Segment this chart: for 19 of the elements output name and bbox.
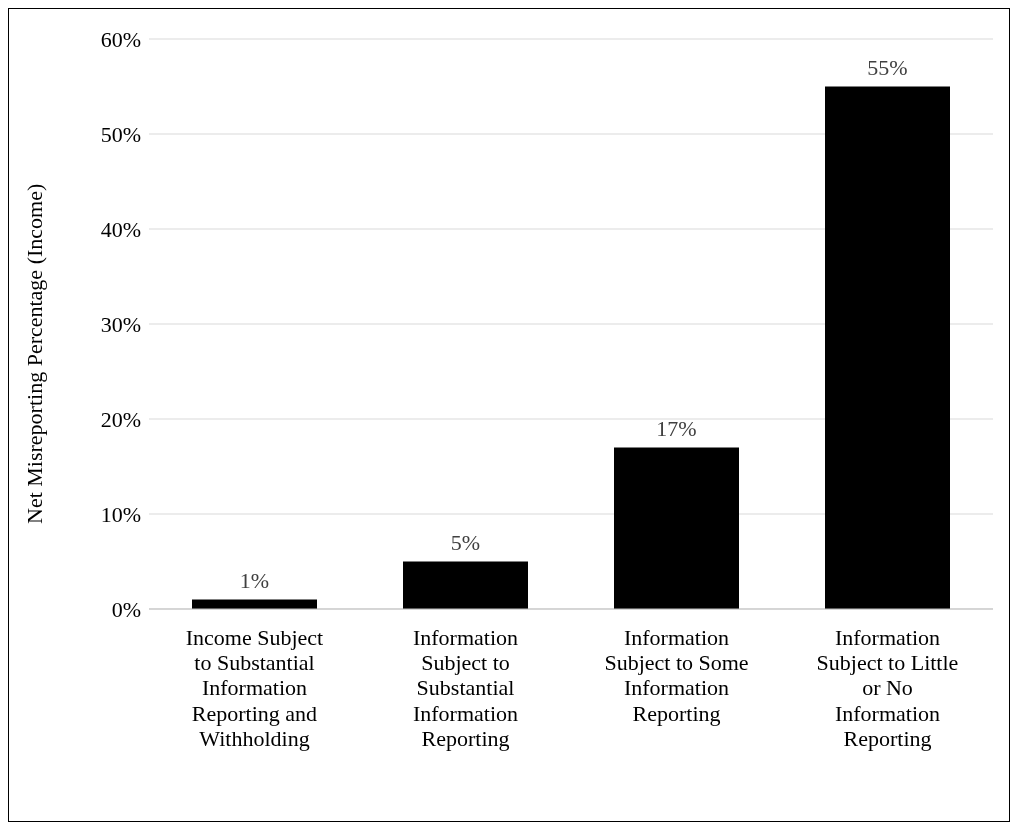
x-tick-label: Information Subject to Little or No Information Reporting [816,624,959,751]
y-tick-label: 20% [100,406,141,432]
bar [403,561,528,609]
x-tick-label: Information Subject to Some Information Reporting [604,624,749,726]
y-tick-label: 50% [100,121,141,147]
y-tick-label: 0% [111,596,141,622]
x-tick-label: Information Subject to Substantial Information Reporting [412,624,519,751]
bar [614,447,739,609]
y-tick-label: 10% [100,501,141,527]
y-tick-label: 40% [100,216,141,242]
data-label: 55% [867,54,908,80]
bar [825,86,950,609]
y-tick-label: 60% [100,26,141,52]
data-label: 5% [450,529,481,555]
y-tick-label: 30% [100,311,141,337]
data-label: 1% [239,567,270,593]
data-label: 17% [656,415,697,441]
y-axis-title: Net Misreporting Percentage (Income) [21,183,47,524]
x-tick-label: Income Subject to Substantial Information Reporting and Withholding [185,624,324,751]
